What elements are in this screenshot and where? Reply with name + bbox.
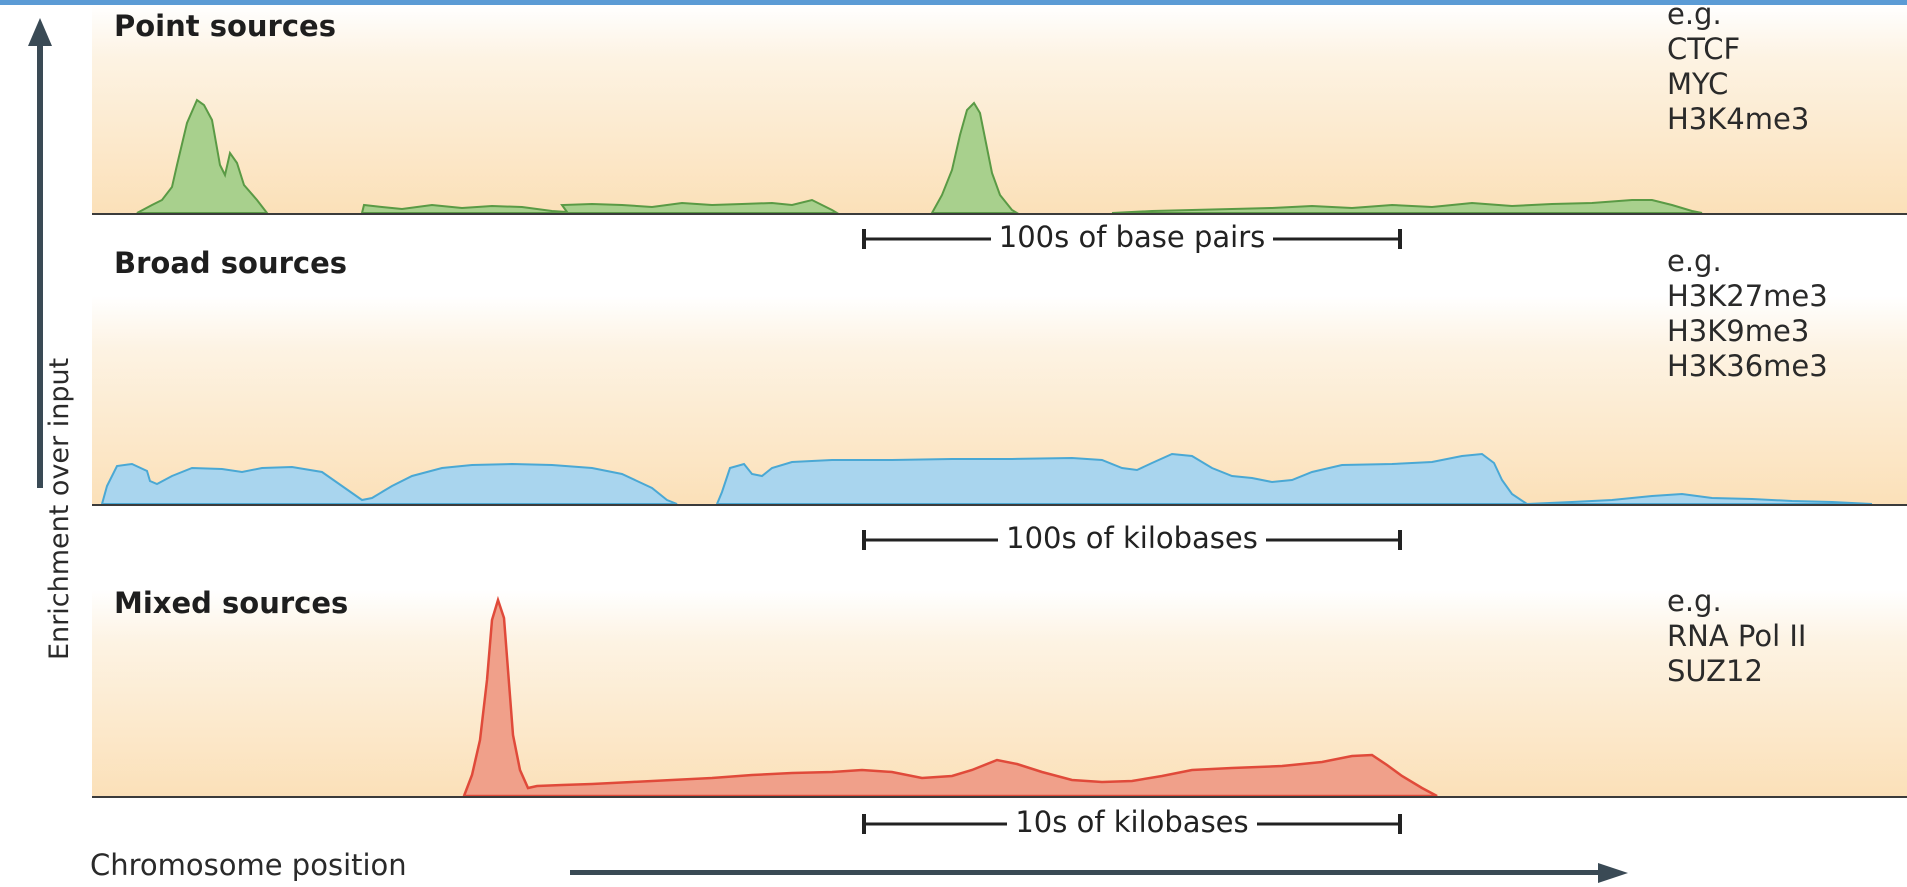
scale-label-text: 100s of kilobases — [998, 521, 1266, 555]
example-item: H3K36me3 — [1667, 349, 1828, 383]
examples-heading: e.g. — [1667, 0, 1722, 31]
scale-label-text: 10s of kilobases — [1007, 805, 1257, 839]
panel-title: Mixed sources — [114, 586, 349, 620]
example-item: SUZ12 — [1667, 654, 1763, 688]
example-item: RNA Pol II — [1667, 619, 1807, 653]
baseline — [92, 213, 1907, 215]
x-axis-arrow — [570, 863, 1628, 883]
example-item: H3K9me3 — [1667, 314, 1810, 348]
examples-list: e.g. H3K27me3 H3K9me3 H3K36me3 — [1667, 244, 1828, 384]
panel-broad-sources: Broad sources e.g. H3K27me3 H3K9me3 H3K3… — [92, 244, 1907, 556]
y-axis-arrow — [28, 18, 52, 488]
mixed-sources-signal-trace — [462, 595, 1438, 798]
scale-bar: 100s of base pairs — [862, 220, 1402, 254]
example-item: H3K4me3 — [1667, 102, 1810, 136]
examples-heading: e.g. — [1667, 584, 1722, 618]
example-item: H3K27me3 — [1667, 279, 1828, 313]
x-axis-label: Chromosome position — [90, 848, 407, 882]
examples-list: e.g. CTCF MYC H3K4me3 — [1667, 0, 1809, 137]
baseline — [92, 504, 1907, 506]
baseline — [92, 796, 1907, 798]
panel-point-sources: Point sources e.g. CTCF MYC H3K4me3 100s… — [92, 0, 1907, 254]
examples-heading: e.g. — [1667, 244, 1722, 278]
panel-background — [92, 5, 1907, 215]
scale-label-text: 100s of base pairs — [990, 220, 1274, 254]
example-item: MYC — [1667, 67, 1729, 101]
scale-bar: 100s of kilobases — [862, 521, 1402, 555]
scale-label: 100s of kilobases — [862, 521, 1402, 555]
scale-label: 10s of kilobases — [862, 805, 1402, 839]
example-item: CTCF — [1667, 32, 1741, 66]
scale-label: 100s of base pairs — [862, 220, 1402, 254]
broad-sources-signal-trace — [100, 452, 1873, 505]
panel-mixed-sources: Mixed sources e.g. RNA Pol II SUZ12 10s … — [92, 584, 1907, 840]
panel-title: Point sources — [114, 9, 336, 43]
y-axis-label: Enrichment over input — [44, 357, 75, 660]
examples-list: e.g. RNA Pol II SUZ12 — [1667, 584, 1806, 689]
top-accent-bar — [0, 0, 1907, 5]
scale-bar: 10s of kilobases — [862, 805, 1402, 839]
point-sources-signal-trace — [136, 98, 1703, 214]
panel-title: Broad sources — [114, 246, 348, 280]
